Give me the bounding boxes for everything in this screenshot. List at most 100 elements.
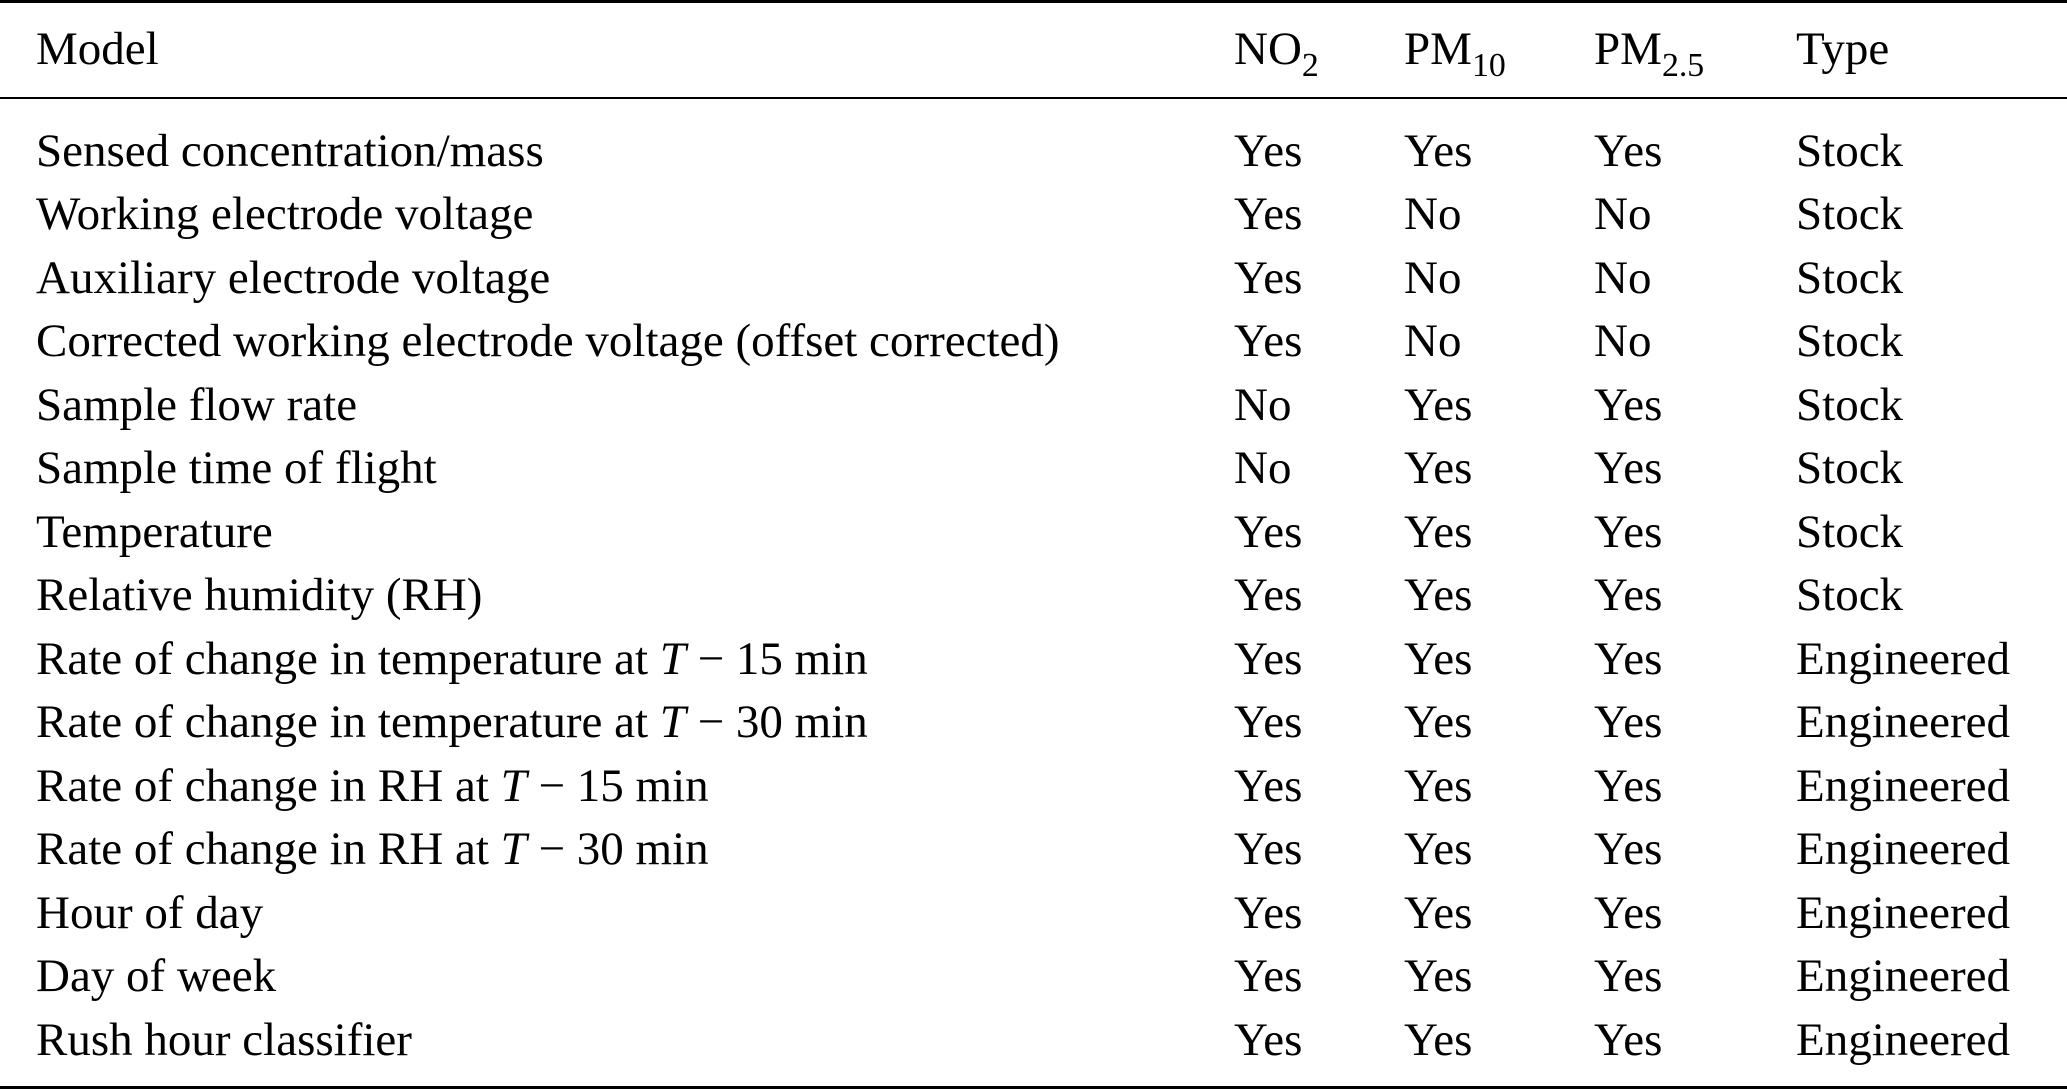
- no2-value: Yes: [1234, 886, 1303, 939]
- model-time-variable: T: [500, 759, 527, 812]
- cell-pm25: Yes: [1575, 437, 1777, 501]
- model-text: Working electrode voltage: [36, 188, 534, 241]
- type-value: Stock: [1796, 188, 1904, 241]
- pm10-value: Yes: [1404, 823, 1473, 876]
- header-type: Type: [1777, 0, 2067, 98]
- pm10-value: Yes: [1404, 759, 1473, 812]
- cell-no2: Yes: [1215, 564, 1385, 628]
- bottom-rule: [0, 1086, 2067, 1089]
- pm25-value: Yes: [1594, 823, 1663, 876]
- model-text: Rate of change in temperature at: [36, 696, 660, 749]
- cell-pm25: Yes: [1575, 501, 1777, 565]
- pm25-value: No: [1594, 315, 1652, 368]
- cell-pm10: Yes: [1385, 755, 1575, 819]
- table-row: Working electrode voltage Yes No No Stock: [0, 183, 2067, 247]
- cell-type: Engineered: [1777, 691, 2067, 755]
- cell-pm10: Yes: [1385, 437, 1575, 501]
- cell-model: Rate of change in RH at T − 30 min: [0, 818, 1215, 882]
- type-value: Stock: [1796, 378, 1904, 431]
- no2-value: Yes: [1234, 632, 1303, 685]
- cell-model: Relative humidity (RH): [0, 564, 1215, 628]
- cell-no2: No: [1215, 374, 1385, 438]
- model-text: Corrected working electrode voltage (off…: [36, 315, 1060, 368]
- pm10-value: Yes: [1404, 442, 1473, 495]
- no2-value: Yes: [1234, 125, 1303, 177]
- header-pm10: PM10: [1385, 0, 1575, 98]
- cell-pm10: No: [1385, 183, 1575, 247]
- type-value: Stock: [1796, 251, 1904, 304]
- cell-model: Rate of change in RH at T − 15 min: [0, 755, 1215, 819]
- model-time-offset: − 15 min: [685, 632, 868, 685]
- cell-model: Day of week: [0, 945, 1215, 1009]
- pm10-value: Yes: [1404, 632, 1473, 685]
- cell-no2: No: [1215, 437, 1385, 501]
- model-time-variable: T: [659, 696, 686, 749]
- pm10-value: Yes: [1404, 505, 1473, 558]
- cell-pm10: Yes: [1385, 628, 1575, 692]
- table-row: Temperature Yes Yes Yes Stock: [0, 501, 2067, 565]
- pm25-value: Yes: [1594, 1013, 1663, 1066]
- model-text: Temperature: [36, 505, 273, 558]
- cell-model: Sample time of flight: [0, 437, 1215, 501]
- pm10-value: No: [1404, 251, 1462, 304]
- pm25-value: Yes: [1594, 759, 1663, 812]
- pm25-value: No: [1594, 251, 1652, 304]
- model-time-offset: − 30 min: [526, 823, 709, 876]
- type-value: Stock: [1796, 442, 1904, 495]
- no2-value: Yes: [1234, 188, 1303, 241]
- cell-model: Corrected working electrode voltage (off…: [0, 310, 1215, 374]
- cell-no2: Yes: [1215, 882, 1385, 946]
- cell-no2: Yes: [1215, 98, 1385, 183]
- pm25-value: Yes: [1594, 886, 1663, 939]
- pm10-value: Yes: [1404, 1013, 1473, 1066]
- cell-pm25: Yes: [1575, 818, 1777, 882]
- pm10-value: Yes: [1404, 569, 1473, 622]
- header-rule: [0, 97, 2067, 99]
- model-text: Hour of day: [36, 886, 264, 939]
- model-time-offset: − 30 min: [685, 696, 868, 749]
- cell-no2: Yes: [1215, 691, 1385, 755]
- cell-pm25: Yes: [1575, 755, 1777, 819]
- cell-model: Rush hour classifier: [0, 1009, 1215, 1073]
- no2-value: Yes: [1234, 823, 1303, 876]
- cell-type: Stock: [1777, 310, 2067, 374]
- table-row: Sample time of flight No Yes Yes Stock: [0, 437, 2067, 501]
- type-value: Stock: [1796, 569, 1904, 622]
- table-row: Rush hour classifier Yes Yes Yes Engineered: [0, 1009, 2067, 1073]
- cell-no2: Yes: [1215, 628, 1385, 692]
- cell-pm25: Yes: [1575, 628, 1777, 692]
- model-text: Sample time of flight: [36, 442, 437, 495]
- cell-type: Engineered: [1777, 945, 2067, 1009]
- pm25-value: Yes: [1594, 950, 1663, 1003]
- cell-no2: Yes: [1215, 818, 1385, 882]
- no2-value: Yes: [1234, 505, 1303, 558]
- cell-pm25: Yes: [1575, 564, 1777, 628]
- cell-pm10: Yes: [1385, 501, 1575, 565]
- pm25-value: Yes: [1594, 569, 1663, 622]
- cell-pm25: No: [1575, 310, 1777, 374]
- cell-no2: Yes: [1215, 247, 1385, 311]
- type-value: Engineered: [1796, 696, 2011, 749]
- cell-model: Working electrode voltage: [0, 183, 1215, 247]
- pm25-value: No: [1594, 188, 1652, 241]
- no2-value: Yes: [1234, 315, 1303, 368]
- header-model: Model: [0, 0, 1215, 98]
- model-text: Auxiliary electrode voltage: [36, 251, 551, 304]
- cell-model: Temperature: [0, 501, 1215, 565]
- cell-no2: Yes: [1215, 501, 1385, 565]
- header-pm25: PM2.5: [1575, 0, 1777, 98]
- table-row: Rate of change in RH at T − 15 min Yes Yes…: [0, 755, 2067, 819]
- table-row: Rate of change in temperature at T − 30 …: [0, 691, 2067, 755]
- pm25-value: Yes: [1594, 442, 1663, 495]
- type-value: Stock: [1796, 315, 1904, 368]
- cell-pm10: No: [1385, 310, 1575, 374]
- cell-pm10: Yes: [1385, 882, 1575, 946]
- header-no2: NO2: [1215, 0, 1385, 98]
- model-text: Rate of change in RH at: [36, 759, 501, 812]
- cell-type: Stock: [1777, 247, 2067, 311]
- pm10-value: Yes: [1404, 950, 1473, 1003]
- cell-pm10: Yes: [1385, 691, 1575, 755]
- cell-pm10: Yes: [1385, 374, 1575, 438]
- no2-value: No: [1234, 378, 1292, 431]
- cell-pm10: Yes: [1385, 818, 1575, 882]
